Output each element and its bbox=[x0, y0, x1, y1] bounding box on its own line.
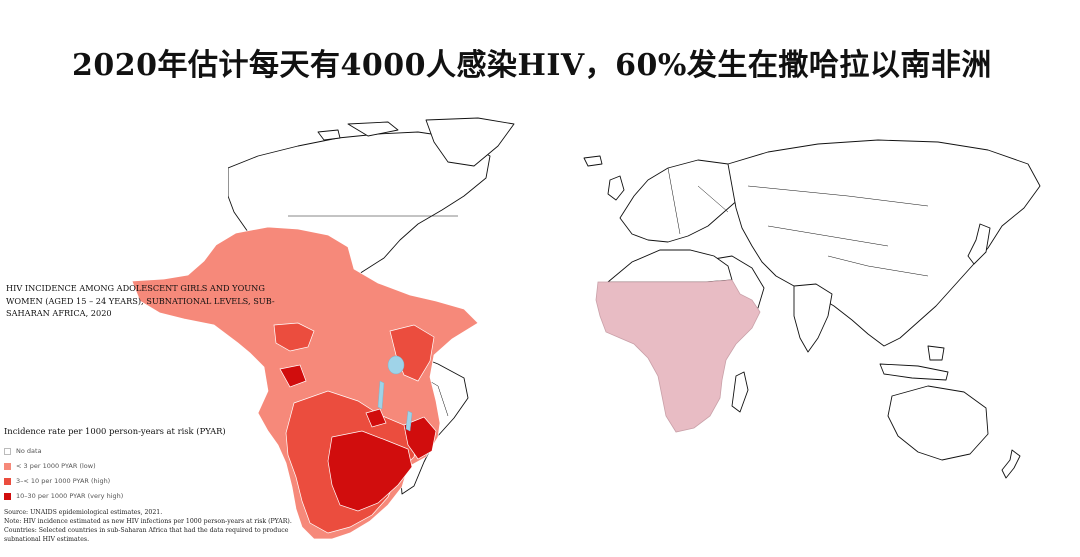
map-note-incidence: Note: HIV incidence estimated as new HIV… bbox=[4, 518, 292, 525]
legend-label-very-high: 10–30 per 1000 PYAR (very high) bbox=[16, 492, 124, 500]
world-country-borders bbox=[288, 167, 929, 417]
legend-label-low: < 3 per 1000 PYAR (low) bbox=[16, 462, 96, 470]
north-africa-outline bbox=[606, 249, 733, 283]
africa-very-high-region-mozambique bbox=[403, 416, 437, 460]
legend-item-high: 3–< 10 per 1000 PYAR (high) bbox=[4, 475, 110, 487]
legend-item-low: < 3 per 1000 PYAR (low) bbox=[4, 460, 96, 472]
indonesia-outline bbox=[879, 345, 949, 381]
africa-very-high-region-west-spot bbox=[279, 364, 307, 388]
britain-outline bbox=[607, 175, 625, 201]
legend-title: Incidence rate per 1000 person-years at … bbox=[4, 426, 226, 436]
lake-victoria bbox=[387, 355, 405, 375]
legend-label-high: 3–< 10 per 1000 PYAR (high) bbox=[16, 477, 111, 485]
asia-outline bbox=[727, 139, 1041, 347]
africa-map-title: HIV INCIDENCE AMONG ADOLESCENT GIRLS AND… bbox=[6, 282, 306, 320]
africa-high-region-west bbox=[273, 322, 315, 352]
africa-map-title-line-3: SAHARAN AFRICA, 2020 bbox=[6, 308, 112, 318]
africa-map-title-line-2: WOMEN (AGED 15 – 24 YEARS), SUBNATIONAL … bbox=[6, 295, 275, 306]
lake-tanganyika bbox=[377, 380, 385, 410]
africa-choropleth-map bbox=[131, 226, 479, 540]
map-note-source: Source: UNAIDS epidemiological estimates… bbox=[4, 509, 163, 516]
map-note-countries: Countries: Selected countries in sub-Sah… bbox=[4, 527, 289, 534]
iceland-outline bbox=[583, 155, 603, 167]
australia-outline bbox=[887, 385, 989, 461]
new-zealand-outline bbox=[1001, 449, 1021, 479]
india-outline bbox=[793, 283, 833, 353]
map-notes: Source: UNAIDS epidemiological estimates… bbox=[4, 508, 304, 544]
africa-lakes bbox=[377, 355, 413, 432]
sub-saharan-africa-highlight bbox=[595, 279, 761, 433]
map-note-countries-cont: subnational HIV estimates. bbox=[4, 536, 90, 543]
africa-very-high-region-south bbox=[327, 430, 413, 512]
legend-swatch-no-data bbox=[4, 447, 11, 455]
legend-swatch-high bbox=[4, 477, 11, 485]
legend-label-no-data: No data bbox=[16, 447, 42, 455]
legend-swatch-low bbox=[4, 462, 11, 470]
greenland-outline bbox=[425, 117, 515, 167]
legend-swatch-very-high bbox=[4, 492, 11, 500]
legend-item-very-high: 10–30 per 1000 PYAR (very high) bbox=[4, 490, 123, 502]
arctic-islands-outline bbox=[317, 121, 399, 141]
japan-outline bbox=[967, 223, 991, 265]
europe-outline bbox=[619, 159, 747, 243]
slide-title: 2020年估计每天有4000人感染HIV，60%发生在撒哈拉以南非洲 bbox=[72, 48, 992, 83]
lake-malawi bbox=[405, 410, 413, 432]
madagascar-outline bbox=[731, 371, 749, 413]
legend-item-no-data: No data bbox=[4, 445, 42, 457]
africa-map-title-line-1: HIV INCIDENCE AMONG ADOLESCENT GIRLS AND… bbox=[6, 283, 265, 293]
africa-very-high-region-east-spot bbox=[365, 408, 387, 428]
